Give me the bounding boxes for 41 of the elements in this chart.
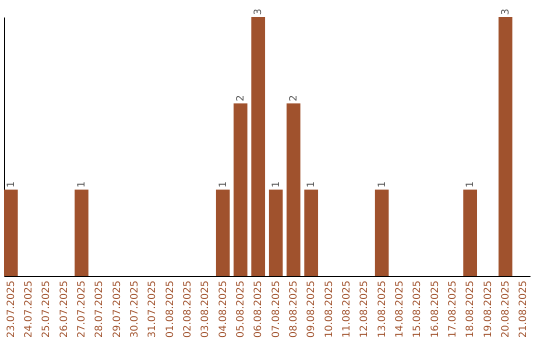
x-tick-label: 16.08.2025	[430, 280, 441, 338]
x-tick-label: 31.07.2025	[147, 280, 158, 338]
x-tick-label: 28.07.2025	[94, 280, 106, 338]
x-tick-label: 11.08.2025	[341, 280, 352, 338]
x-tick-label: 24.07.2025	[24, 280, 35, 338]
x-tick-label: 03.08.2025	[200, 280, 212, 338]
x-tick-label: 14.08.2025	[394, 280, 406, 338]
x-tick-label: 04.08.2025	[218, 280, 229, 338]
x-tick-label: 18.08.2025	[465, 280, 476, 338]
x-tick-label: 15.08.2025	[412, 280, 424, 338]
x-tick-label: 21.08.2025	[518, 280, 530, 338]
x-tick-label: 01.08.2025	[164, 280, 176, 338]
x-tick-label: 08.08.2025	[288, 280, 300, 338]
x-tick-label: 06.08.2025	[253, 280, 264, 338]
x-tick-label: 30.07.2025	[130, 280, 141, 338]
data-label: 1	[218, 181, 229, 188]
data-label: 1	[306, 181, 318, 188]
x-tick-label: 13.08.2025	[376, 280, 388, 338]
x-tick-label: 27.07.2025	[76, 280, 88, 338]
x-tick-label: 25.07.2025	[41, 280, 52, 338]
data-label: 3	[500, 8, 512, 15]
data-label: 3	[253, 8, 264, 15]
data-label: 1	[376, 181, 388, 188]
x-tick-label: 17.08.2025	[447, 280, 458, 338]
x-tick-label: 29.07.2025	[112, 280, 123, 338]
x-tick-label: 26.07.2025	[58, 280, 70, 338]
x-tick-label: 02.08.2025	[182, 280, 194, 338]
x-tick-label: 23.07.2025	[6, 280, 17, 338]
x-tick-label: 20.08.2025	[500, 280, 512, 338]
data-label: 1	[76, 181, 88, 188]
data-label: 2	[236, 94, 247, 102]
x-tick-label: 09.08.2025	[306, 280, 318, 338]
data-label: 1	[465, 181, 476, 188]
x-tick-label: 07.08.2025	[270, 280, 282, 338]
data-label: 1	[270, 181, 282, 188]
data-label: 2	[288, 94, 300, 102]
data-label: 1	[6, 181, 17, 188]
x-tick-label: 10.08.2025	[324, 280, 335, 338]
x-tick-label: 19.08.2025	[482, 280, 494, 338]
x-tick-label: 12.08.2025	[359, 280, 370, 338]
x-tick-label: 05.08.2025	[236, 280, 247, 338]
